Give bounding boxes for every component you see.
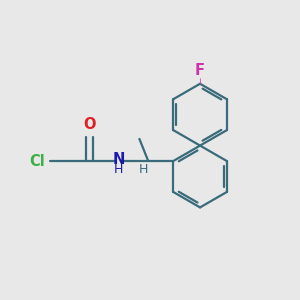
Text: H: H (114, 164, 124, 176)
Text: N: N (112, 152, 125, 167)
Text: O: O (83, 117, 96, 132)
Text: Cl: Cl (29, 154, 45, 169)
Text: H: H (138, 163, 148, 176)
Text: F: F (195, 63, 205, 78)
